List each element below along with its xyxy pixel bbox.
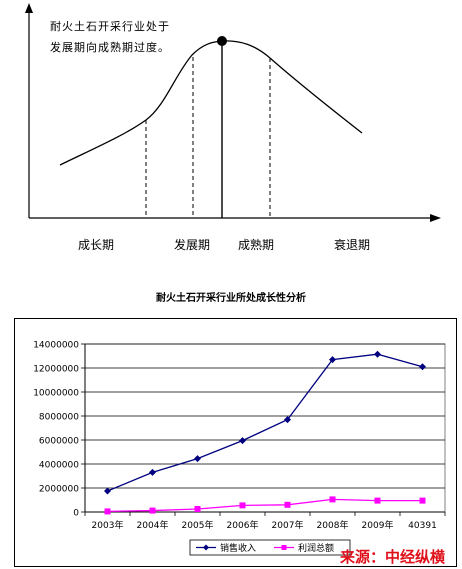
- data-point-profit: [374, 497, 381, 504]
- y-tick-label: 0: [73, 509, 79, 519]
- y-tick-label: 14000000: [33, 341, 79, 351]
- y-tick-label: 4000000: [39, 461, 79, 471]
- y-tick-label: 2000000: [39, 485, 79, 495]
- y-tick-label: 10000000: [33, 389, 79, 399]
- series-line-1: [107, 353, 423, 492]
- x-tick-label: 2005年: [182, 519, 214, 531]
- source-label: 来源：中经纵横: [340, 548, 446, 566]
- lifecycle-note: 耐火土石开采行业处于发展期向成熟期过度。: [50, 20, 170, 54]
- series-line-2: [107, 498, 423, 513]
- x-tick-label: 2004年: [137, 519, 169, 531]
- chart-caption: 耐火土石开采行业所处成长性分析: [156, 293, 306, 304]
- y-tick-label: 8000000: [39, 413, 79, 423]
- stage-label-development: 发展期: [174, 238, 211, 252]
- data-point-profit: [329, 496, 336, 503]
- data-point-sales: [194, 455, 201, 463]
- data-point-profit: [149, 507, 156, 514]
- current-position-marker: [217, 36, 227, 46]
- legend-label: 销售收入: [220, 542, 256, 554]
- x-tick-label: 2009年: [362, 519, 394, 531]
- x-tick-label: 40391: [408, 521, 437, 531]
- data-point-sales: [329, 356, 336, 364]
- x-tick-label: 2007年: [272, 519, 304, 531]
- line-chart: 0 2000000 4000000 6000000 8000000 10000000 120…: [33, 341, 446, 556]
- x-tick-label: 2006年: [227, 519, 259, 531]
- data-point-profit: [194, 506, 201, 512]
- lifecycle-y-arrow: [25, 3, 33, 13]
- legend-box: [189, 539, 351, 556]
- data-point-profit: [104, 508, 111, 515]
- legend-marker-sales: [203, 544, 209, 551]
- stage-label-decline: 衰退期: [334, 238, 371, 252]
- chart-frame: 0 2000000 4000000 6000000 8000000 10000000 120…: [14, 318, 457, 567]
- data-point-profit: [239, 502, 246, 509]
- data-point-sales: [104, 487, 111, 495]
- x-tick-label: 2008年: [317, 519, 349, 531]
- legend-marker-profit: [281, 545, 287, 550]
- plot-area: [84, 343, 446, 513]
- data-point-sales: [284, 416, 291, 424]
- data-point-sales: [149, 468, 156, 476]
- data-point-sales: [419, 363, 426, 371]
- data-point-sales: [374, 350, 381, 358]
- legend-label: 利润总额: [298, 542, 334, 554]
- stage-label-maturity: 成熟期: [238, 238, 275, 252]
- x-tick-label: 2003年: [92, 519, 124, 531]
- data-point-profit: [419, 497, 426, 504]
- data-point-sales: [239, 437, 246, 445]
- y-tick-label: 6000000: [39, 437, 79, 447]
- y-tick-label: 12000000: [33, 365, 79, 375]
- lifecycle-curve: [59, 40, 363, 166]
- lifecycle-x-arrow: [430, 214, 441, 222]
- stage-label-growth: 成长期: [78, 238, 115, 252]
- lifecycle-diagram: [25, 3, 441, 222]
- data-point-profit: [284, 501, 291, 508]
